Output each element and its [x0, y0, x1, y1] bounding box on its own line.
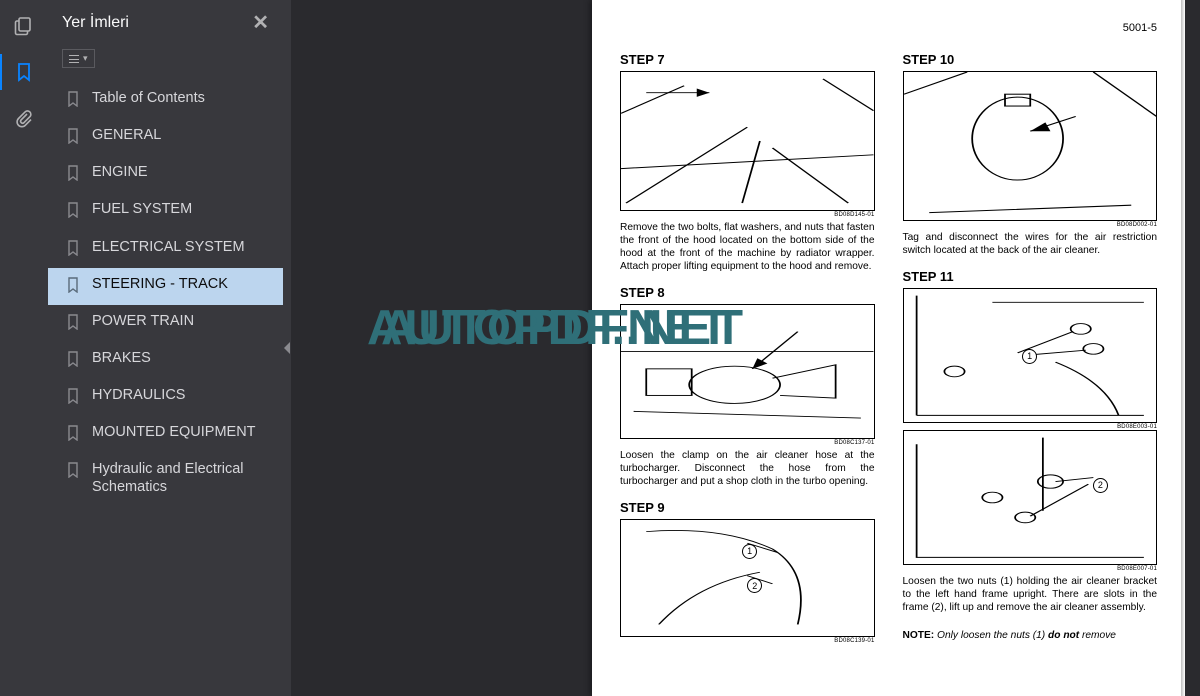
figure-caption: BD08D002-01: [903, 222, 1158, 228]
bookmark-label: MOUNTED EQUIPMENT: [92, 423, 273, 441]
bookmark-icon: [66, 202, 82, 223]
bookmark-icon: [66, 277, 82, 298]
step-text: Loosen the clamp on the air cleaner hose…: [620, 449, 875, 488]
figure: 2: [903, 430, 1158, 565]
bookmark-icon: [66, 388, 82, 409]
thumbnails-icon[interactable]: [10, 12, 38, 40]
bookmark-label: FUEL SYSTEM: [92, 200, 273, 218]
bookmark-list: Table of Contents GENERAL ENGINE FUEL SYSTE…: [48, 78, 283, 508]
figure: 12: [620, 519, 875, 637]
list-icon: [69, 55, 79, 63]
figure-caption: BD08D145-01: [620, 212, 875, 218]
close-icon[interactable]: ✕: [252, 10, 269, 35]
attachments-icon[interactable]: [10, 104, 38, 132]
sidebar-resize-handle[interactable]: [283, 0, 291, 696]
bookmark-label: GENERAL: [92, 126, 273, 144]
bookmark-item[interactable]: MOUNTED EQUIPMENT: [48, 416, 283, 453]
bookmark-label: HYDRAULICS: [92, 386, 273, 404]
page-number: 5001-5: [1123, 22, 1157, 34]
bookmark-item[interactable]: GENERAL: [48, 119, 283, 156]
figure: [620, 304, 875, 439]
bookmark-item[interactable]: STEERING - TRACK: [48, 268, 283, 305]
bookmark-label: STEERING - TRACK: [92, 275, 273, 293]
bookmark-label: Hydraulic and Electrical Schematics: [92, 460, 273, 496]
callout-marker: 2: [1093, 478, 1108, 493]
step-title: STEP 11: [903, 269, 1158, 284]
figure: [620, 71, 875, 211]
bookmark-icon: [66, 351, 82, 372]
step-title: STEP 7: [620, 52, 875, 67]
right-column: STEP 10 BD08D002-01 Tag and disconnect the…: [903, 52, 1158, 692]
figure-caption: BD08C139-01: [620, 638, 875, 644]
bookmark-item[interactable]: HYDRAULICS: [48, 379, 283, 416]
bookmark-icon: [66, 240, 82, 261]
bookmark-icon: [66, 165, 82, 186]
bookmark-icon: [66, 425, 82, 446]
bookmark-item[interactable]: FUEL SYSTEM: [48, 193, 283, 230]
bookmark-item[interactable]: Table of Contents: [48, 82, 283, 119]
bookmark-item[interactable]: BRAKES: [48, 342, 283, 379]
bookmark-item[interactable]: ELECTRICAL SYSTEM: [48, 231, 283, 268]
bookmark-label: POWER TRAIN: [92, 312, 273, 330]
left-column: STEP 7 BD08D145-01 Remove the two bolts, f…: [620, 52, 875, 692]
step-text: Tag and disconnect the wires for the air…: [903, 231, 1158, 257]
figure-caption: BD08E007-01: [903, 566, 1158, 572]
figure: [903, 71, 1158, 221]
bookmarks-icon[interactable]: [10, 58, 38, 86]
bookmark-label: BRAKES: [92, 349, 273, 367]
step-note: NOTE: Only loosen the nuts (1) do not re…: [903, 629, 1158, 642]
bookmark-item[interactable]: POWER TRAIN: [48, 305, 283, 342]
step-title: STEP 8: [620, 285, 875, 300]
bookmark-options-button[interactable]: ▾: [62, 49, 95, 68]
bookmark-icon: [66, 314, 82, 335]
sidebar-title: Yer İmleri: [62, 14, 129, 32]
figure-caption: BD08C137-01: [620, 440, 875, 446]
figure: 1: [903, 288, 1158, 423]
bookmark-icon: [66, 462, 82, 483]
step-text: Remove the two bolts, flat washers, and …: [620, 221, 875, 273]
chevron-down-icon: ▾: [83, 53, 88, 64]
step-title: STEP 9: [620, 500, 875, 515]
pdf-page: AUTOPDF.NET 5001-5 STEP 7BD08D145-01Remo…: [592, 0, 1185, 696]
callout-marker: 1: [742, 544, 757, 559]
bookmark-label: ENGINE: [92, 163, 273, 181]
bookmark-icon: [66, 91, 82, 112]
bookmark-icon: [66, 128, 82, 149]
bookmarks-sidebar: Yer İmleri ✕ ▾ Table of Contents GENERAL E…: [48, 0, 283, 696]
step-text: Loosen the two nuts (1) holding the air …: [903, 575, 1158, 614]
document-viewer[interactable]: AUTOPDF.NET AUTOPDF.NET 5001-5 STEP 7BD0…: [291, 0, 1200, 696]
bookmark-item[interactable]: ENGINE: [48, 156, 283, 193]
bookmark-label: ELECTRICAL SYSTEM: [92, 238, 273, 256]
bookmark-item[interactable]: Hydraulic and Electrical Schematics: [48, 453, 283, 503]
left-rail: [0, 0, 48, 696]
chevron-left-icon: [284, 342, 290, 354]
step-title: STEP 10: [903, 52, 1158, 67]
bookmark-label: Table of Contents: [92, 89, 273, 107]
